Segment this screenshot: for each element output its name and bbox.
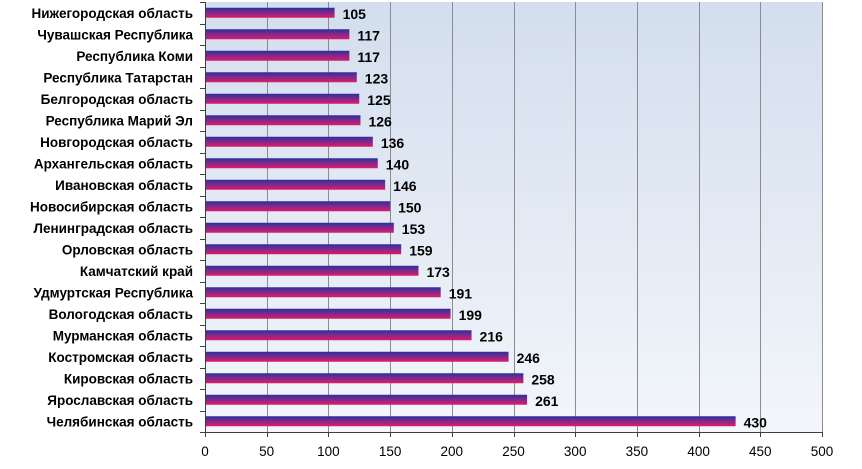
data-label: 191 — [449, 285, 473, 301]
x-tick-label: 400 — [687, 444, 710, 459]
x-tick-label: 300 — [564, 444, 587, 459]
data-label: 146 — [393, 178, 417, 194]
category-label: Ивановская область — [55, 178, 193, 193]
x-tick-label: 250 — [502, 444, 525, 459]
data-label: 216 — [480, 328, 504, 344]
bar — [206, 394, 528, 405]
category-label: Орловская область — [62, 242, 193, 257]
category-label: Костромская область — [48, 350, 193, 365]
data-label: 199 — [459, 307, 483, 323]
data-label: 261 — [535, 393, 559, 409]
category-label: Республика Татарстан — [43, 70, 193, 85]
x-tick-label: 0 — [201, 444, 209, 459]
x-tick-label: 150 — [379, 444, 402, 459]
bar — [206, 29, 350, 40]
data-label: 258 — [531, 371, 555, 387]
bar — [206, 330, 472, 341]
bar — [206, 115, 361, 126]
data-label: 125 — [367, 92, 391, 108]
data-label: 173 — [426, 264, 450, 280]
category-label: Челябинская область — [47, 414, 193, 429]
category-label: Нижегородская область — [32, 6, 194, 21]
x-tick-label: 200 — [441, 444, 464, 459]
category-label: Белгородская область — [41, 92, 193, 107]
data-label: 153 — [402, 221, 426, 237]
data-label: 159 — [409, 242, 433, 258]
bars — [206, 7, 736, 427]
category-label: Архангельская область — [34, 156, 193, 171]
bar — [206, 201, 391, 212]
data-label: 140 — [386, 156, 410, 172]
x-tick-label: 100 — [317, 444, 340, 459]
data-label: 150 — [398, 199, 422, 215]
x-tick-label: 450 — [749, 444, 772, 459]
bar — [206, 265, 419, 276]
bar — [206, 416, 736, 427]
x-tick-label: 350 — [626, 444, 649, 459]
data-label: 117 — [357, 49, 380, 65]
labels: 0 50 100 150 200 250 300 350 400 450 500 Нижегородс… — [30, 6, 833, 459]
bar — [206, 93, 360, 104]
bar — [206, 7, 335, 18]
bar — [206, 136, 373, 147]
data-label: 105 — [343, 6, 367, 22]
data-label: 117 — [357, 27, 380, 43]
data-label: 430 — [744, 414, 768, 430]
category-label: Вологодская область — [49, 307, 193, 322]
bar — [206, 72, 357, 83]
bar — [206, 50, 350, 61]
data-label: 123 — [365, 70, 389, 86]
category-label: Камчатский край — [80, 264, 193, 279]
data-label: 246 — [517, 350, 541, 366]
bar — [206, 351, 509, 362]
category-label: Республика Коми — [76, 49, 193, 64]
category-label: Ленинградская область — [33, 221, 193, 236]
data-label: 136 — [381, 135, 405, 151]
x-tick-label: 50 — [259, 444, 274, 459]
bar — [206, 222, 394, 233]
category-label: Новосибирская область — [30, 199, 193, 214]
bar — [206, 179, 386, 190]
category-label: Мурманская область — [53, 328, 193, 343]
category-label: Чувашская Республика — [37, 27, 193, 42]
bar — [206, 158, 378, 169]
bar — [206, 373, 524, 384]
x-tick-label: 500 — [811, 444, 834, 459]
category-label: Кировская область — [64, 371, 193, 386]
category-label: Ярославская область — [47, 393, 193, 408]
bar — [206, 308, 451, 319]
category-label: Республика Марий Эл — [46, 113, 193, 128]
plot-area — [205, 2, 822, 432]
category-label: Удмуртская Республика — [34, 285, 194, 300]
axes — [200, 2, 823, 437]
category-label: Новгородская область — [40, 135, 193, 150]
bar — [206, 287, 441, 298]
bar — [206, 244, 402, 255]
data-label: 126 — [368, 113, 392, 129]
